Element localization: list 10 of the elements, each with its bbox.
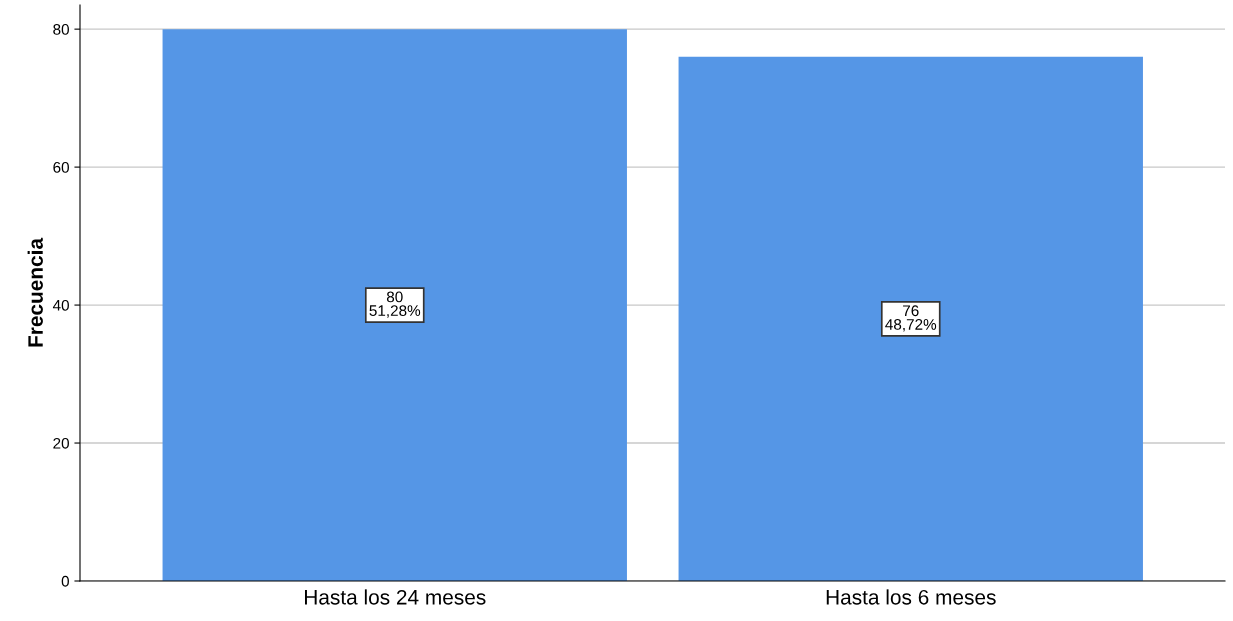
data-label: 80 51,28% xyxy=(369,291,421,318)
y-tick-label: 80 xyxy=(53,24,69,35)
x-tick-label: Hasta los 24 meses xyxy=(305,589,486,605)
y-tick-label: 40 xyxy=(52,299,69,311)
y-axis-title: Frecuencia xyxy=(27,237,43,347)
y-tick-label: 0 xyxy=(61,575,69,587)
x-tick-label: Hasta los 6 meses xyxy=(826,589,996,605)
y-tick-label: 20 xyxy=(53,437,69,449)
y-tick-label: 60 xyxy=(53,161,69,173)
data-label: 76 48,72% xyxy=(885,305,937,332)
